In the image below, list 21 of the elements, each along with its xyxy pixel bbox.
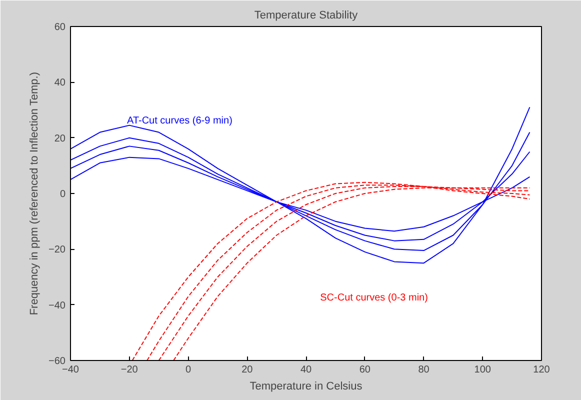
y-axis-title: Frequency in ppm (referenced to Inflection Temp.) <box>28 72 41 316</box>
x-tick-label: 120 <box>533 364 550 376</box>
x-tick-label: 40 <box>300 364 312 376</box>
chart-title: Temperature Stability <box>254 10 358 22</box>
x-tick-label: 60 <box>359 364 371 376</box>
x-axis-title: Temperature in Celsius <box>250 380 363 392</box>
x-tick-label: −20 <box>120 364 138 376</box>
y-tick-label: 40 <box>54 78 66 89</box>
x-tick-label: 20 <box>242 364 254 376</box>
y-tick-label: −20 <box>48 244 66 256</box>
y-tick-label: 60 <box>54 22 66 33</box>
y-tick-label: 0 <box>60 189 66 200</box>
annotation: SC-Cut curves (0-3 min) <box>320 292 428 304</box>
x-tick-label: −40 <box>62 364 80 376</box>
x-tick-label: 0 <box>185 364 192 376</box>
x-tick-label: 100 <box>474 364 492 376</box>
y-tick-label: 20 <box>54 133 66 144</box>
y-tick-label: −60 <box>48 356 66 367</box>
annotation: AT-Cut curves (6-9 min) <box>127 116 232 127</box>
x-tick-label: 80 <box>418 364 430 376</box>
y-tick-label: −40 <box>48 300 66 312</box>
